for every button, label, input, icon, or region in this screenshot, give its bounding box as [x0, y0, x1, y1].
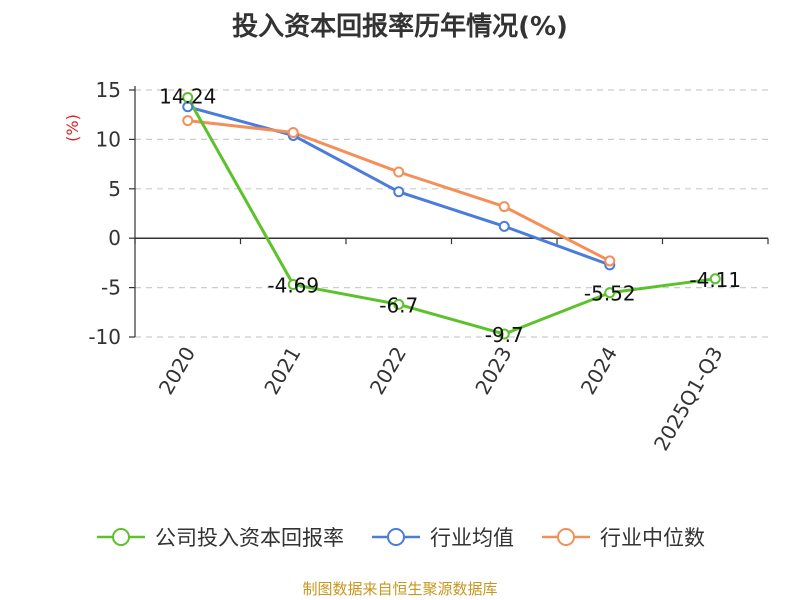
series-point-2: [498, 201, 510, 213]
data-label: -4.69: [267, 274, 319, 298]
legend-label-industry-median: 行业中位数: [600, 526, 705, 550]
legend-label-company: 公司投入资本回报率: [155, 526, 344, 550]
series-point-0: [604, 287, 616, 299]
y-tick-label: -5: [101, 276, 121, 300]
series-line-0: [186, 96, 716, 336]
series-point-2: [604, 255, 616, 267]
data-label: -4.11: [689, 268, 741, 292]
data-label: -9.7: [485, 323, 524, 347]
y-tick-label: 15: [96, 78, 121, 102]
series-point-0: [498, 328, 510, 340]
series-point-0: [709, 273, 721, 285]
series-point-0: [287, 279, 299, 291]
series-point-1: [393, 186, 405, 198]
series-point-0: [393, 298, 405, 310]
legend-marker-industry-mean: [372, 528, 420, 546]
data-label: -5.52: [584, 282, 636, 306]
y-tick-label: -10: [88, 325, 121, 349]
y-tick-label: 5: [108, 177, 121, 201]
legend-label-industry-mean: 行业均值: [430, 526, 514, 550]
series-point-2: [182, 115, 194, 127]
legend-marker-industry-median: [542, 528, 590, 546]
legend-item-company[interactable]: 公司投入资本回报率: [95, 522, 344, 552]
x-tick-label: 2025Q1-Q3: [649, 343, 728, 455]
series-point-2: [287, 126, 299, 138]
x-tick-label: 2021: [259, 343, 305, 399]
y-tick-label: 0: [108, 226, 121, 250]
legend-marker-company: [97, 528, 145, 546]
data-label: 14.24: [159, 85, 216, 109]
legend-item-industry-median[interactable]: 行业中位数: [540, 522, 705, 552]
legend: 公司投入资本回报率 行业均值 行业中位数: [0, 520, 800, 554]
y-axis-label: (%): [63, 114, 82, 142]
x-tick-label: 2022: [365, 343, 411, 399]
y-tick-label: 10: [96, 127, 121, 151]
chart-title: 投入资本回报率历年情况(%): [232, 12, 568, 42]
x-tick-label: 2024: [576, 343, 622, 399]
legend-item-industry-mean[interactable]: 行业均值: [370, 522, 514, 552]
series-point-0: [182, 92, 194, 104]
series-point-2: [393, 166, 405, 178]
data-label: -6.7: [379, 293, 418, 317]
footer-credit: 制图数据来自恒生聚源数据库: [302, 580, 498, 598]
series-point-1: [498, 220, 510, 232]
x-tick-label: 2020: [154, 343, 200, 399]
x-tick-label: 2023: [470, 343, 516, 399]
series-line-1: [187, 105, 611, 267]
